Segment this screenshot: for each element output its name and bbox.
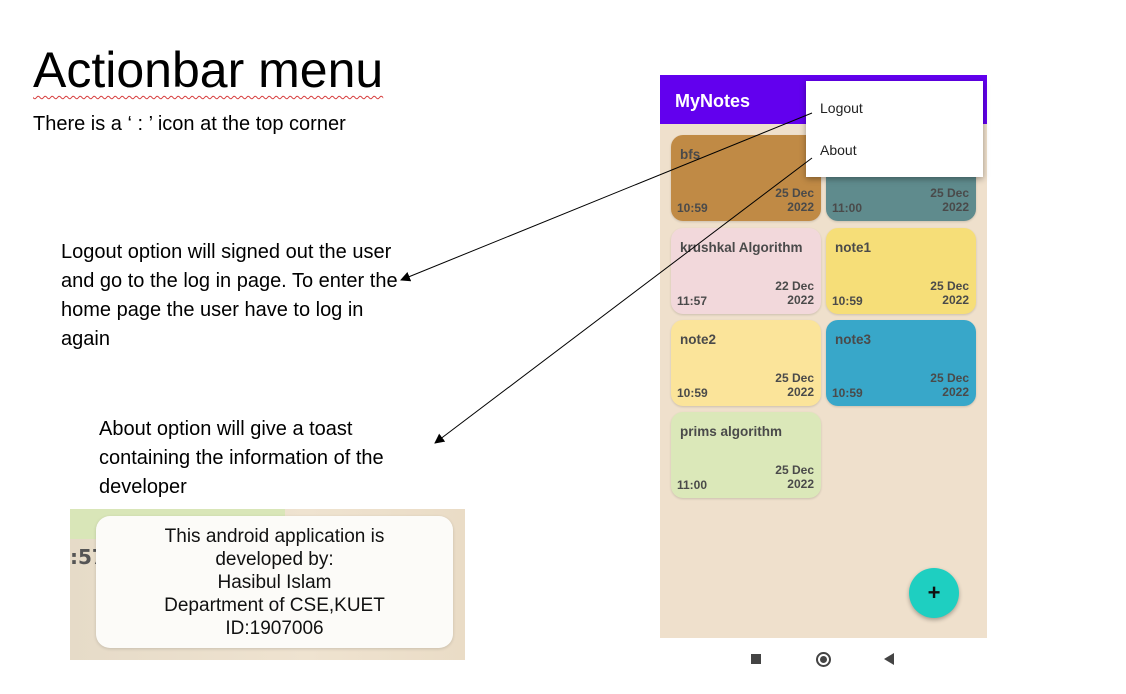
note-time: 10:59 xyxy=(832,294,863,308)
note-time: 10:59 xyxy=(677,386,708,400)
add-note-button[interactable]: + xyxy=(909,568,959,618)
logout-description: Logout option will signed out the user a… xyxy=(61,241,398,350)
about-description: About option will give a toast containin… xyxy=(99,418,384,498)
toast-line: This android application is xyxy=(164,525,385,547)
toast-line: Hasibul Islam xyxy=(217,571,332,593)
note-date: 25 Dec 2022 xyxy=(930,279,969,307)
note-time: 11:57 xyxy=(677,294,708,308)
recents-icon[interactable] xyxy=(751,654,761,664)
menu-item-logout[interactable]: Logout xyxy=(820,100,863,116)
note-date: 22 Dec 2022 xyxy=(775,279,814,307)
note-date: 25 Dec 2022 xyxy=(775,371,814,399)
note-time: 10:59 xyxy=(677,201,708,215)
toast-line: Department of CSE,KUET xyxy=(164,594,385,616)
note-title: krushkal Algorithm xyxy=(680,240,803,255)
note-time: 10:59 xyxy=(832,386,863,400)
note-date: 25 Dec 2022 xyxy=(930,186,969,214)
note-title: bfs xyxy=(680,147,701,162)
note-title: note3 xyxy=(835,332,872,347)
note-card[interactable]: note1 25 Dec 2022 10:59 xyxy=(826,228,976,314)
note-card[interactable]: note3 25 Dec 2022 10:59 xyxy=(826,320,976,406)
toast-line: ID:1907006 xyxy=(225,617,324,639)
note-date: 25 Dec 2022 xyxy=(775,463,814,491)
slide-subtitle: There is a ‘ : ’ icon at the top corner xyxy=(33,113,346,135)
note-title: prims algorithm xyxy=(680,424,783,439)
note-date: 25 Dec 2022 xyxy=(930,371,969,399)
note-card[interactable]: prims algorithm 25 Dec 2022 11:00 xyxy=(671,412,821,498)
menu-item-about[interactable]: About xyxy=(820,142,857,158)
app-title: MyNotes xyxy=(675,91,751,111)
overflow-menu: Logout About xyxy=(806,81,983,177)
home-icon[interactable] xyxy=(816,652,831,667)
toast-line: developed by: xyxy=(215,548,334,570)
note-time: 11:00 xyxy=(677,478,708,492)
back-icon[interactable] xyxy=(884,653,894,665)
note-card[interactable]: note2 25 Dec 2022 10:59 xyxy=(671,320,821,406)
note-time: 11:00 xyxy=(832,201,863,215)
toast-screenshot: :57 This android application is develope… xyxy=(70,509,465,660)
developer-toast: This android application is developed by… xyxy=(96,516,453,648)
note-card[interactable]: bfs 25 Dec 2022 10:59 xyxy=(671,135,821,221)
note-card[interactable]: krushkal Algorithm 22 Dec 2022 11:57 xyxy=(671,228,821,314)
slide-title: Actionbar menu xyxy=(33,42,384,98)
note-date: 25 Dec 2022 xyxy=(775,186,814,214)
android-nav-bar xyxy=(660,645,987,673)
note-title: note1 xyxy=(835,240,872,255)
note-title: note2 xyxy=(680,332,717,347)
